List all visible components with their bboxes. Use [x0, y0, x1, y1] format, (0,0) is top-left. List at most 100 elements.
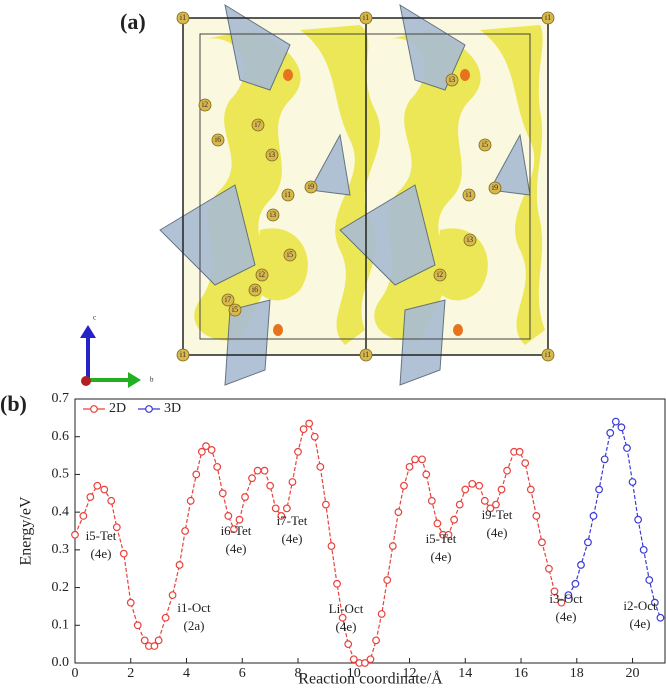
data-point — [450, 515, 459, 524]
x-tick-label: 6 — [239, 666, 246, 681]
annotation: Li-Oct — [329, 601, 364, 616]
data-point — [600, 455, 609, 464]
data-point — [241, 493, 249, 501]
atom — [463, 233, 477, 247]
atom-label: i6 — [252, 285, 258, 294]
data-point — [175, 561, 184, 569]
data-point — [202, 442, 210, 451]
data-point — [455, 500, 464, 509]
annotation: i1-Oct — [177, 600, 211, 615]
atom-label: i5 — [482, 140, 488, 149]
data-point — [260, 466, 269, 475]
data-point — [93, 481, 102, 490]
data-point — [112, 523, 121, 532]
x-tick-label: 2 — [127, 666, 134, 681]
x-tick-label: 14 — [458, 666, 472, 681]
annotation: (4e) — [91, 546, 112, 561]
data-point — [372, 636, 380, 645]
coordinate-triad: c b — [80, 314, 154, 388]
atom-label: i9 — [492, 183, 498, 192]
data-point — [338, 613, 347, 622]
data-point — [192, 470, 201, 479]
data-point — [235, 515, 244, 524]
atom — [478, 138, 492, 152]
data-point — [400, 481, 408, 490]
atom-label: i3 — [270, 210, 276, 219]
y-tick-label: 0.7 — [52, 391, 70, 406]
data-point — [140, 636, 149, 645]
panel-label: (b) — [0, 391, 27, 416]
y-tick-label: 0.3 — [52, 542, 70, 557]
data-point — [168, 591, 177, 600]
data-point — [623, 444, 631, 452]
atom — [255, 268, 269, 282]
atom — [176, 11, 190, 25]
y-tick-label: 0.5 — [52, 467, 70, 482]
panel-label: (a) — [120, 9, 146, 34]
atom — [198, 98, 212, 112]
atom-label: i1 — [180, 13, 186, 22]
data-point — [361, 659, 369, 667]
data-point — [327, 542, 336, 550]
y-tick-label: 0.4 — [52, 504, 70, 519]
atom — [265, 148, 279, 162]
data-point — [321, 500, 330, 509]
atom — [221, 293, 235, 307]
data-point — [133, 621, 142, 630]
data-point — [316, 462, 325, 471]
x-tick-label: 12 — [403, 666, 417, 681]
axis-c: c — [93, 314, 96, 322]
data-point — [461, 485, 470, 494]
data-point — [388, 542, 397, 550]
data-point — [344, 640, 353, 649]
atom — [488, 181, 502, 195]
data-point — [181, 527, 190, 535]
x-tick-label: 10 — [347, 666, 361, 681]
atom-label: i5 — [232, 305, 238, 314]
atom-label: i1 — [363, 350, 369, 359]
data-point — [503, 466, 511, 475]
data-point — [645, 576, 654, 584]
atom — [211, 133, 225, 147]
atom — [359, 11, 373, 25]
atom-label: i1 — [466, 190, 472, 199]
atom-label: i7 — [225, 295, 231, 304]
data-point — [532, 512, 541, 520]
data-point — [266, 481, 275, 490]
atom-label: i1 — [363, 13, 369, 22]
data-point — [639, 545, 648, 554]
annotation: (4e) — [487, 525, 508, 540]
data-point — [444, 530, 453, 539]
data-point — [277, 512, 286, 520]
data-point — [571, 579, 580, 588]
atom-label: i3 — [269, 150, 275, 159]
atom — [359, 348, 373, 362]
data-point — [154, 636, 163, 645]
atom-label: i1 — [285, 190, 291, 199]
x-tick-label: 20 — [626, 666, 640, 681]
data-point — [515, 447, 524, 456]
data-point — [394, 508, 403, 517]
atom-label: i1 — [545, 13, 551, 22]
data-point — [418, 455, 426, 464]
structure-panel: c b i1 i1 i1 i1 i1 i1 i2 i3 i5 i6 i7 i9 i1 i2 i3 i5 i6 i7… — [80, 3, 555, 388]
legend-marker — [90, 405, 98, 413]
atom — [283, 248, 297, 262]
data-point — [161, 613, 170, 622]
data-point — [497, 485, 506, 494]
atom — [248, 283, 262, 297]
chart: 0.0 0.1 0.2 0.3 0.4 0.5 0.6 0.7 0 2 4 6 8 10 12 14 16 18 2… — [18, 391, 666, 688]
data-point — [480, 496, 489, 505]
data-point — [433, 519, 442, 528]
data-point — [107, 496, 116, 505]
data-point — [521, 459, 530, 468]
data-point — [86, 493, 95, 501]
annotation: i9-Tet — [482, 507, 513, 522]
data-point — [628, 478, 637, 486]
annotation: (4e) — [556, 609, 577, 624]
x-axis-label: Reaction coordinate/Å — [298, 670, 443, 688]
polyhedra — [159, 3, 531, 386]
data-point — [253, 466, 262, 475]
atom — [281, 188, 295, 202]
data-point — [545, 564, 553, 573]
